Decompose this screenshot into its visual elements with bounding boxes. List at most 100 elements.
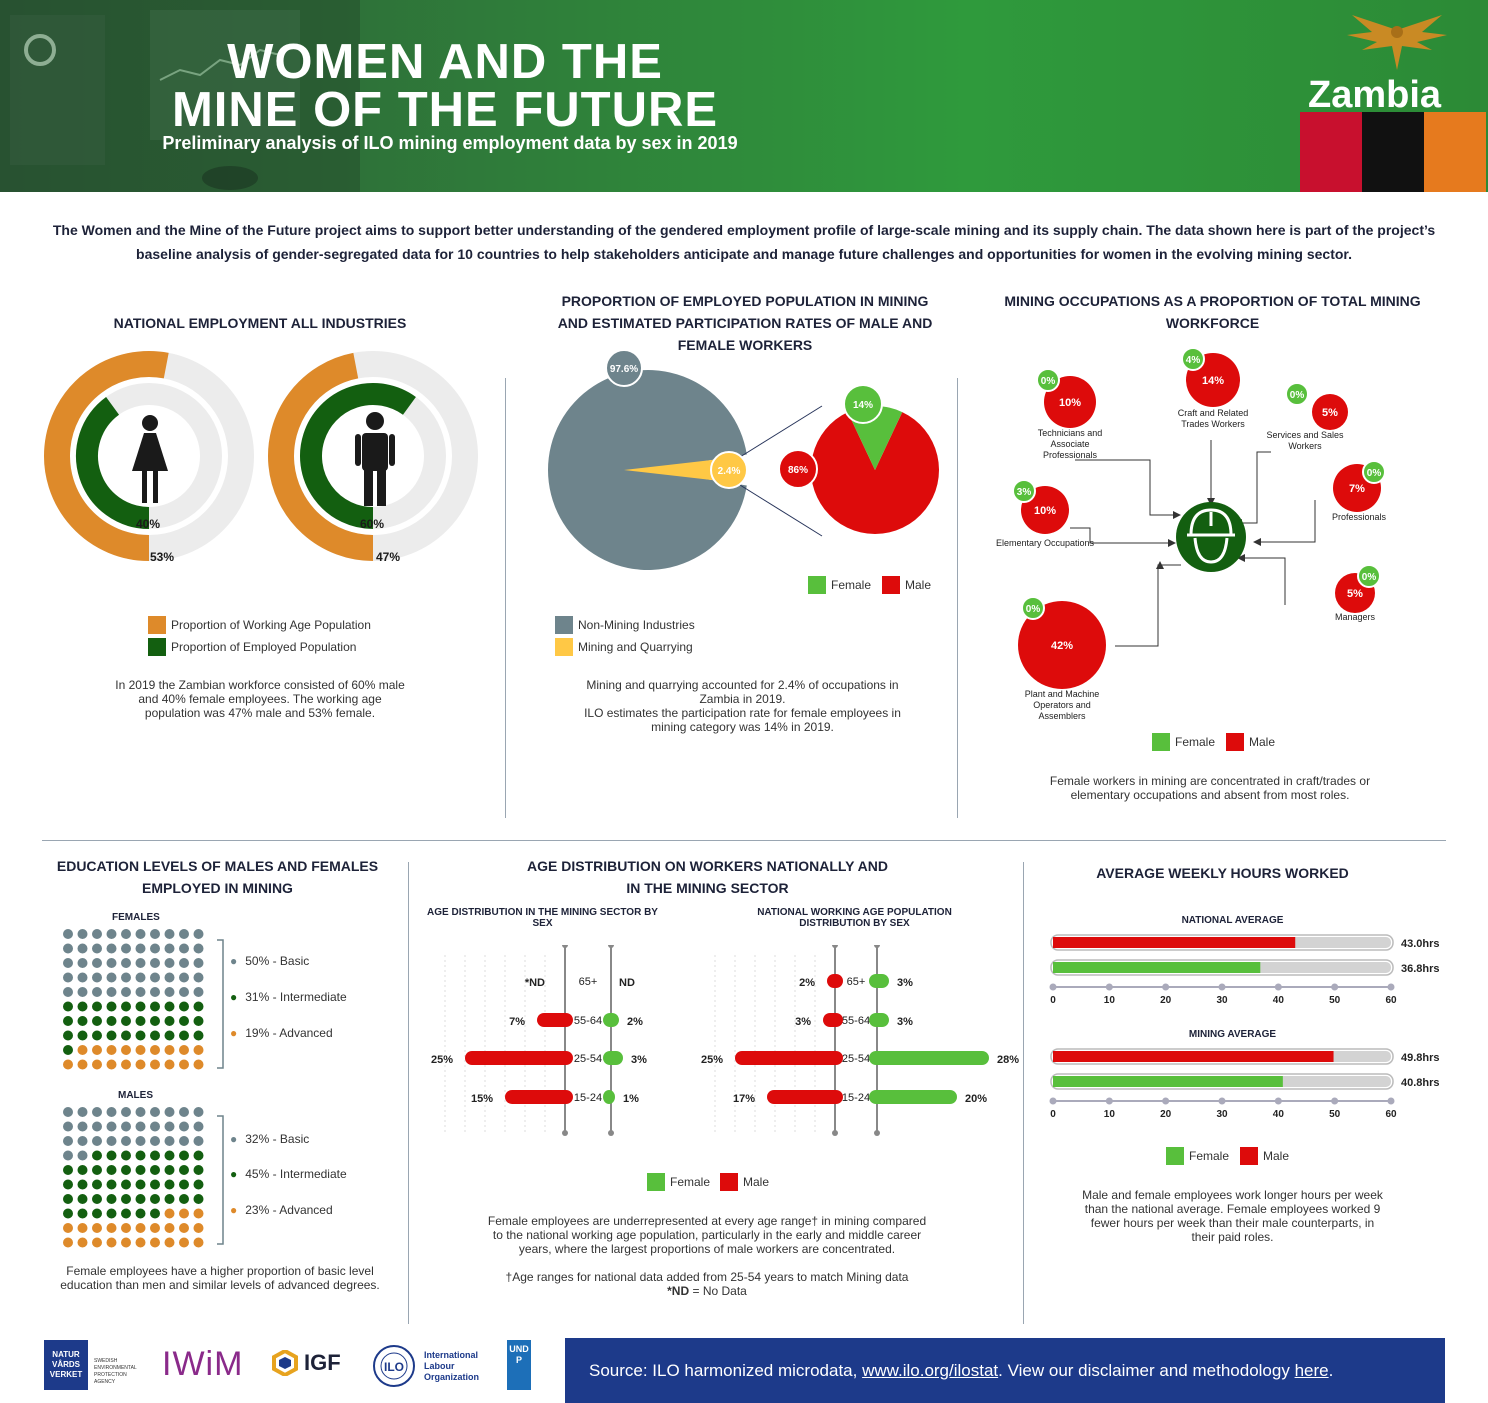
- education-dot: [63, 1208, 73, 1219]
- male-bar: [537, 1013, 573, 1027]
- male-hours-bar: [1053, 1051, 1334, 1062]
- female-badge: [843, 384, 883, 424]
- education-dot: [179, 1208, 189, 1219]
- education-dot: [164, 1237, 175, 1248]
- education-dot: [150, 1208, 160, 1219]
- education-dot: [63, 1179, 73, 1190]
- axis-tick: [1105, 1097, 1113, 1105]
- education-dot: [179, 929, 189, 939]
- education-dot: [77, 943, 88, 954]
- education-dot: [164, 1179, 175, 1190]
- axis-cap: [608, 1130, 614, 1136]
- nd-note: *ND = No Data: [667, 1284, 747, 1298]
- female-value-label: 3%: [631, 1054, 647, 1066]
- education-dot: [77, 987, 88, 997]
- occupation-name: Assemblers: [1038, 711, 1086, 721]
- education-dot: [121, 1136, 131, 1146]
- education-dot: [150, 1107, 160, 1117]
- education-dot: [193, 1030, 204, 1041]
- occupation-name: Plant and Machine: [1025, 689, 1100, 699]
- male-donut: [268, 351, 478, 561]
- national-title: NATIONAL EMPLOYMENT ALL INDUSTRIES: [113, 315, 407, 331]
- occupations-title: MINING OCCUPATIONS AS A PROPORTION OF TO…: [1004, 293, 1421, 331]
- ilostat-link[interactable]: www.ilo.org/ilostat: [862, 1360, 999, 1380]
- education-dot: [193, 1208, 204, 1219]
- education-dot: [179, 1150, 189, 1161]
- tick-label: 40: [1273, 995, 1285, 1006]
- occupations-caption: Female workers in mining are concentrate…: [1049, 774, 1371, 802]
- page-title: WOMEN AND THE MINE OF THE FUTURE: [171, 35, 719, 137]
- male-share-label: 7%: [1349, 483, 1365, 495]
- education-dot: [135, 1223, 146, 1233]
- education-dot: [92, 972, 102, 983]
- methodology-link[interactable]: here: [1294, 1360, 1329, 1380]
- education-dot: [179, 943, 189, 954]
- tick-label: 50: [1329, 995, 1341, 1006]
- non-mining-label: 97.6%: [610, 364, 638, 375]
- male-value-label: 2%: [799, 977, 815, 989]
- education-dot: [106, 1016, 117, 1026]
- female-value-label: 2%: [627, 1016, 643, 1028]
- females-label: FEMALES: [112, 912, 160, 923]
- hours-caption: Male and female employees work longer ho…: [1082, 1188, 1383, 1244]
- age-footnote: †Age ranges for national data added from…: [505, 1270, 909, 1284]
- header-banner: WOMEN AND THE MINE OF THE FUTURE Prelimi…: [0, 0, 1488, 192]
- female-share-label: 0%: [1362, 572, 1377, 583]
- country-label: Zambia: [1308, 74, 1442, 116]
- education-dot: [193, 1223, 204, 1233]
- education-dot: [179, 1016, 189, 1026]
- education-dot: [179, 1030, 189, 1041]
- education-dot: [92, 1165, 102, 1175]
- axis-tick: [1274, 1097, 1282, 1105]
- education-dot: [135, 958, 146, 968]
- male-bar: [465, 1051, 573, 1065]
- education-dot: [135, 1136, 146, 1146]
- occupation-name: Elementary Occupations: [996, 538, 1095, 548]
- occupation-name: Trades Workers: [1181, 419, 1245, 429]
- female-working-age-label: 53%: [150, 550, 174, 564]
- education-dot: [77, 1179, 88, 1190]
- education-dot: [150, 1237, 160, 1248]
- education-dot: [164, 1208, 175, 1219]
- divider: [957, 378, 958, 818]
- bracket: [217, 1115, 224, 1245]
- education-dot: [92, 929, 102, 939]
- hours-value-label: 36.8hrs: [1401, 963, 1440, 975]
- education-dot: [63, 987, 73, 997]
- igf-logo: IGF: [272, 1350, 341, 1376]
- male-share-label: 5%: [1322, 407, 1338, 419]
- hours-title: AVERAGE WEEKLY HOURS WORKED: [1096, 865, 1349, 881]
- education-dot: [92, 1059, 102, 1070]
- f-basic-item: ● 50% - Basic: [230, 954, 310, 968]
- occupation-name: Technicians and: [1038, 428, 1103, 438]
- axis-tick: [1331, 983, 1339, 991]
- education-dot: [121, 1016, 131, 1026]
- male-bar: [505, 1090, 573, 1104]
- education-caption: Female employees have a higher proportio…: [60, 1264, 380, 1292]
- education-dot: [164, 958, 175, 968]
- male-bubble: [1044, 376, 1096, 428]
- female-value-label: ND: [619, 977, 635, 989]
- education-dot: [193, 1150, 204, 1161]
- education-dot: [121, 1223, 131, 1233]
- education-dot: [92, 1194, 102, 1204]
- tick-label: 30: [1216, 1109, 1228, 1120]
- connector-lines: [1070, 440, 1316, 647]
- male-hours-bar: [1053, 937, 1296, 948]
- education-dot: [135, 1237, 146, 1248]
- education-dot: [179, 1121, 189, 1132]
- education-dot: [77, 958, 88, 968]
- legend-male: Male: [1240, 1147, 1289, 1165]
- ilo-logo: ILO International Labour Organization: [372, 1344, 494, 1388]
- education-dot: [135, 1030, 146, 1041]
- education-dot: [164, 1150, 175, 1161]
- education-dot: [63, 1150, 73, 1161]
- education-dot: [63, 1059, 73, 1070]
- tick-label: 60: [1385, 995, 1397, 1006]
- age-category-label: 55-64: [574, 1015, 602, 1027]
- education-dot: [193, 1059, 204, 1070]
- female-value-label: 20%: [965, 1093, 987, 1105]
- swedish-epa-text: SWEDISH ENVIRONMENTAL PROTECTION AGENCY: [94, 1358, 137, 1385]
- education-dot: [77, 1059, 88, 1070]
- working-age-arc: [268, 352, 374, 561]
